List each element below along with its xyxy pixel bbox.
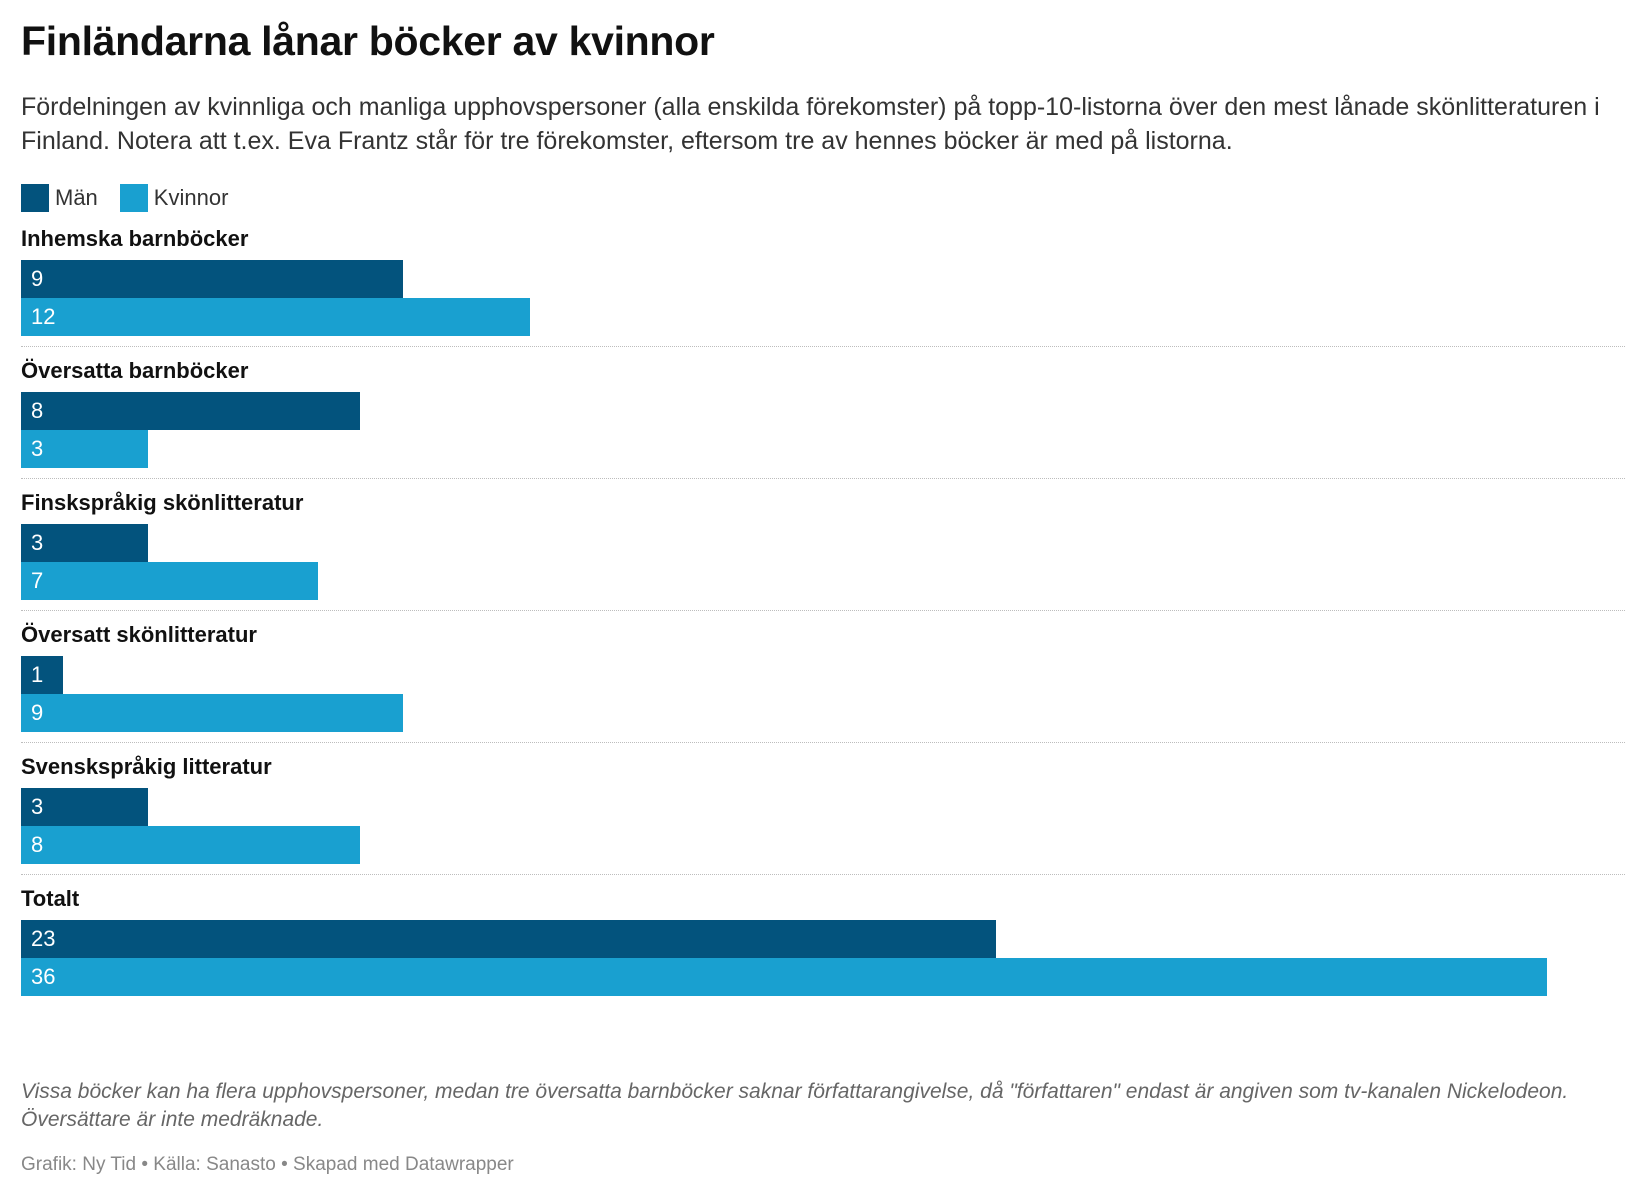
- legend-swatch-man: [21, 184, 49, 212]
- bar-kvinnor: 12: [21, 298, 530, 336]
- bar-kvinnor: 36: [21, 958, 1547, 996]
- bar-value-label: 3: [31, 436, 44, 461]
- legend-swatch-kvinnor: [119, 184, 148, 212]
- legend-item-kvinnor: Kvinnor: [119, 184, 229, 212]
- bar-man: 3: [21, 524, 148, 562]
- chart-notes: Vissa böcker kan ha flera upphovspersone…: [21, 1080, 1569, 1131]
- bar-value-label: 9: [31, 266, 44, 291]
- bar-kvinnor: 7: [21, 562, 318, 600]
- legend: Män Kvinnor: [21, 184, 250, 212]
- group-separator: [21, 478, 1625, 479]
- bar-value-label: 3: [31, 794, 44, 819]
- group-separator: [21, 742, 1625, 743]
- bar-value-label: 3: [31, 530, 44, 555]
- bar-kvinnor: 9: [21, 694, 403, 732]
- chart-title: Finländarna lånar böcker av kvinnor: [21, 18, 715, 64]
- category-label: Översatt skönlitteratur: [21, 622, 257, 647]
- bar-man: 23: [21, 920, 996, 958]
- category-label: Översatta barnböcker: [21, 358, 249, 383]
- bar-value-label: 7: [31, 568, 44, 593]
- bar-kvinnor: 8: [21, 826, 360, 864]
- bar-value-label: 8: [31, 832, 44, 857]
- bar-value-label: 1: [31, 662, 44, 687]
- bar-man: 8: [21, 392, 360, 430]
- bar-man: 1: [21, 656, 63, 694]
- category-label: Finskspråkig skönlitteratur: [21, 490, 304, 515]
- bar-man: 3: [21, 788, 148, 826]
- bar-chart: Inhemska barnböcker 9 12 Översatta barnböck…: [21, 0, 1625, 1060]
- bar-value-label: 8: [31, 398, 44, 423]
- bar-value-label: 9: [31, 700, 44, 725]
- legend-label-man: Män: [55, 185, 98, 210]
- group-separator: [21, 610, 1625, 611]
- bar-value-label: 12: [31, 304, 56, 329]
- chart-footer: Grafik: Ny Tid • Källa: Sanasto • Skapad…: [21, 1154, 514, 1175]
- category-label: Svenskspråkig litteratur: [21, 754, 272, 779]
- chart-subtitle: Fördelningen av kvinnliga och manliga up…: [21, 93, 1600, 155]
- bar-value-label: 36: [31, 964, 56, 989]
- category-label: Totalt: [21, 886, 80, 911]
- group-separator: [21, 874, 1625, 875]
- bar-man: 9: [21, 260, 403, 298]
- bar-value-label: 23: [31, 926, 56, 951]
- legend-label-kvinnor: Kvinnor: [153, 185, 229, 210]
- category-label: Inhemska barnböcker: [21, 226, 249, 251]
- legend-item-man: Män: [21, 184, 98, 212]
- bar-kvinnor: 3: [21, 430, 148, 468]
- group-separator: [21, 346, 1625, 347]
